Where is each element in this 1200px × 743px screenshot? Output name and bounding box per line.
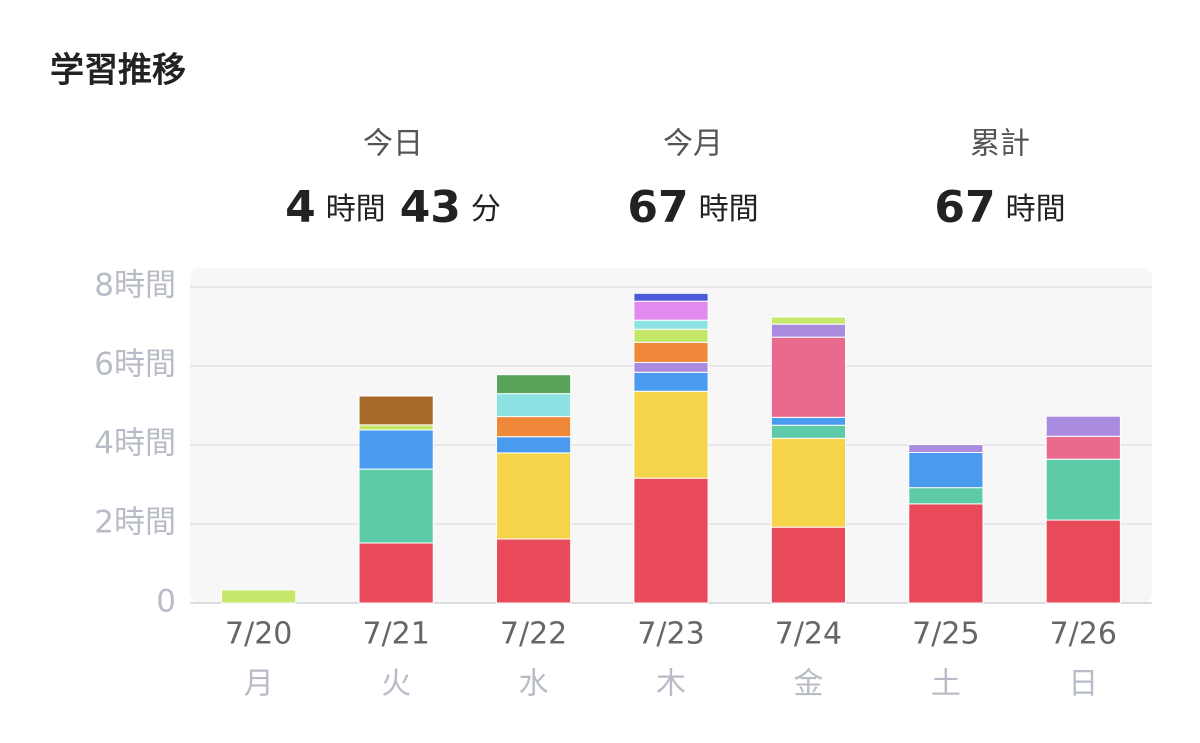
stat-label: 累計 [970,127,1030,162]
bar-segment [633,292,709,302]
bar-segment [633,371,709,392]
section-title: 学習推移 [50,51,186,91]
bar-segment [770,416,847,426]
bar-segment [221,589,297,604]
stat-unit: 分 [471,192,501,227]
stat-label: 今日 [363,127,423,162]
bar-segment [908,444,984,454]
stat-label: 今月 [663,127,723,162]
bar-segment [770,424,847,439]
stat-value: 67 時間 [934,182,1065,233]
stat-unit: 時間 [699,192,759,227]
x-weekday-label: 火 [381,667,411,702]
bar-segment [633,361,709,373]
stat-value: 67 時間 [627,182,758,233]
bar-segment [358,395,434,426]
bar-segment [633,300,709,321]
bar-segment [495,452,572,540]
bar-segment [633,319,709,330]
stat-value: 4 時間 43 分 [285,182,501,233]
y-tick-label: 6時間 [94,347,176,383]
bar-segment [633,390,709,479]
bar-segment [770,437,847,528]
bar-segment [1045,435,1121,460]
bar-segment [358,429,434,470]
bar-segment [770,323,847,338]
bar-segment [908,503,984,604]
stat-number: 43 [400,182,461,233]
bar-segment [770,526,847,604]
stat-number: 67 [934,182,995,233]
stat-number: 4 [285,182,316,233]
bar-segment [358,542,434,604]
bar-segment [495,393,572,418]
y-tick-label: 2時間 [94,505,176,541]
x-weekday-label: 日 [1068,667,1098,702]
bar-segment [1045,415,1121,437]
bar-segment [908,452,984,489]
y-tick-label: 4時間 [94,426,176,462]
bar-segment [495,374,572,395]
bar-segment [633,328,709,343]
bar-segment [1045,458,1121,521]
stat-unit: 時間 [326,192,386,227]
x-weekday-label: 月 [244,667,274,702]
stat-unit: 時間 [1006,192,1066,227]
y-tick-label: 8時間 [94,268,176,304]
bar-segment [495,416,572,438]
x-tick-label: 7/21 [362,617,429,652]
x-tick-label: 7/22 [500,617,567,652]
stat-number: 67 [627,182,688,233]
x-weekday-label: 土 [931,667,961,702]
bar-segment [358,424,434,431]
bar-segment [633,341,709,363]
x-tick-label: 7/24 [775,617,842,652]
x-tick-label: 7/26 [1050,617,1117,652]
bar-segment [495,436,572,454]
x-weekday-label: 金 [793,667,823,702]
bar-segment [495,538,572,604]
x-tick-label: 7/20 [225,617,292,652]
bar-segment [908,487,984,505]
x-tick-label: 7/25 [912,617,979,652]
x-weekday-label: 木 [656,667,686,702]
x-tick-label: 7/23 [637,617,704,652]
y-tick-label: 0 [156,584,176,620]
bar-segment [1045,519,1121,604]
bar-segment [633,477,709,604]
x-weekday-label: 水 [519,667,549,702]
bar-segment [358,468,434,544]
bar-segment [770,336,847,418]
bar-segment [770,316,847,325]
